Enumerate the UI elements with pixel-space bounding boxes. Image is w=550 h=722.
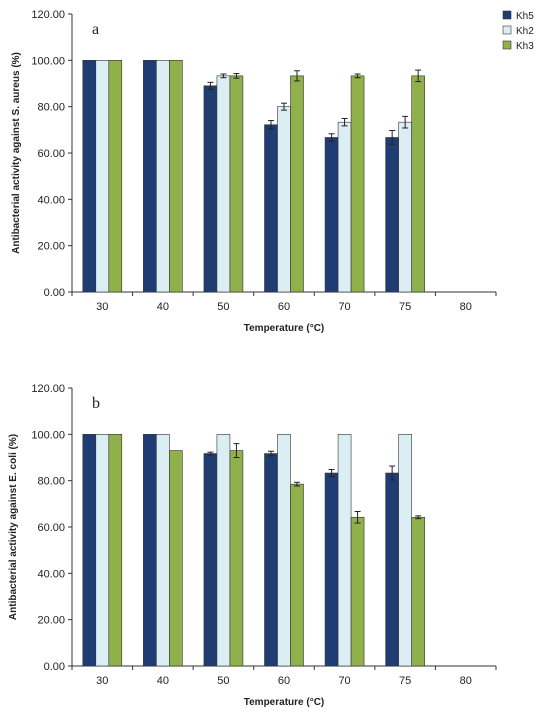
x-axis-title: Temperature (°C) xyxy=(244,323,325,334)
y-tick-label: 0.00 xyxy=(44,661,65,673)
panel-b-chart: b 0.00 20.00 40.00 60.00 80.00 100.00 120.00 30… xyxy=(8,383,497,708)
y-tick-label: 40.00 xyxy=(37,568,65,580)
y-axis-title: Antibacterial activity against E. coli (… xyxy=(8,434,19,620)
bar-kh2-40 xyxy=(156,434,170,667)
bar-kh2-40 xyxy=(156,60,170,293)
legend-label-kh3: Kh3 xyxy=(516,41,534,52)
x-tick-label: 75 xyxy=(399,675,411,687)
bar-kh5-70 xyxy=(324,137,339,293)
bar-kh5-30 xyxy=(82,434,97,667)
bar-kh3-40 xyxy=(169,60,183,293)
legend-swatch-kh3 xyxy=(502,40,512,50)
bar-kh5-40 xyxy=(143,434,157,667)
bar-kh2-30 xyxy=(95,434,110,667)
bar-kh3-30 xyxy=(108,434,123,667)
bar-kh3-60 xyxy=(290,483,304,667)
y-tick-label: 120.00 xyxy=(31,383,65,395)
legend-label-kh2: Kh2 xyxy=(516,26,534,37)
bar-kh3-30 xyxy=(108,60,123,293)
panel-a-chart: a 0.00 20.00 40.00 60.00 80.00 100.00 120.00 30… xyxy=(11,9,534,334)
bar-kh3-60 xyxy=(290,75,304,293)
bar-kh3-75 xyxy=(411,516,425,667)
bar-kh5-60 xyxy=(264,453,278,667)
x-tick-label: 70 xyxy=(338,301,350,313)
x-tick-label: 30 xyxy=(96,675,108,687)
y-tick-label: 80.00 xyxy=(37,476,65,488)
bar-kh3-70 xyxy=(350,516,365,667)
panel-a-letter: a xyxy=(92,21,99,38)
y-tick-label: 120.00 xyxy=(31,9,65,21)
bar-kh3-50 xyxy=(229,75,244,293)
x-tick-label: 40 xyxy=(157,675,169,687)
legend-swatch-kh2 xyxy=(502,25,512,35)
x-tick-label: 80 xyxy=(460,675,472,687)
bar-kh5-30 xyxy=(82,60,97,293)
x-tick-label: 50 xyxy=(217,301,229,313)
y-tick-label: 0.00 xyxy=(44,287,65,299)
x-axis-title: Temperature (°C) xyxy=(244,697,325,708)
bar-kh5-50 xyxy=(203,453,218,667)
x-tick-label: 60 xyxy=(278,301,290,313)
bar-kh5-40 xyxy=(143,60,157,293)
y-tick-label: 60.00 xyxy=(37,148,65,160)
y-axis-title: Antibacterial activity against S. aureus… xyxy=(11,52,22,254)
bar-kh5-50 xyxy=(203,85,218,293)
x-tick-label: 70 xyxy=(338,675,350,687)
x-tick-label: 75 xyxy=(399,301,411,313)
bar-kh2-50 xyxy=(216,75,231,293)
bar-kh2-60 xyxy=(277,434,291,667)
bar-kh5-75 xyxy=(385,472,399,667)
bar-kh2-70 xyxy=(337,121,352,293)
y-tick-label: 20.00 xyxy=(37,615,65,627)
y-tick-label: 60.00 xyxy=(37,522,65,534)
x-tick-label: 50 xyxy=(217,675,229,687)
y-tick-label: 100.00 xyxy=(31,55,65,67)
bar-kh5-60 xyxy=(264,124,278,293)
y-tick-label: 20.00 xyxy=(37,241,65,253)
x-tick-label: 80 xyxy=(460,301,472,313)
bar-kh2-30 xyxy=(95,60,110,293)
bar-kh2-70 xyxy=(337,434,352,667)
y-tick-label: 100.00 xyxy=(31,429,65,441)
bar-kh3-40 xyxy=(169,450,183,667)
bar-kh5-75 xyxy=(385,137,399,293)
bar-kh2-75 xyxy=(398,121,412,293)
bar-kh2-60 xyxy=(277,106,291,293)
legend-label-kh5: Kh5 xyxy=(516,11,534,22)
x-tick-label: 40 xyxy=(157,301,169,313)
legend-swatch-kh5 xyxy=(502,10,512,20)
bar-kh3-75 xyxy=(411,75,425,293)
y-tick-label: 40.00 xyxy=(37,194,65,206)
bar-kh5-70 xyxy=(324,472,339,667)
bar-kh2-50 xyxy=(216,434,231,667)
bar-kh3-50 xyxy=(229,450,244,667)
x-tick-label: 30 xyxy=(96,301,108,313)
y-tick-label: 80.00 xyxy=(37,102,65,114)
x-tick-label: 60 xyxy=(278,675,290,687)
bar-kh3-70 xyxy=(350,75,365,293)
panel-b-letter: b xyxy=(92,395,100,412)
bar-kh2-75 xyxy=(398,434,412,667)
